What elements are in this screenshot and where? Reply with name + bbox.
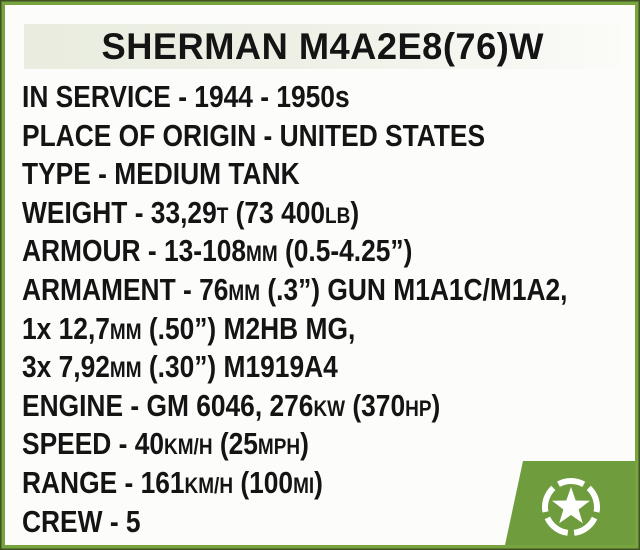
spec-line: ARMOUR - 13-108MM (0.5-4.25”)	[22, 232, 640, 271]
spec-text: (.3”) GUN M1A1C/M1A2,	[260, 271, 568, 307]
spec-unit: T	[216, 202, 229, 228]
spec-text: )	[431, 387, 441, 423]
spec-text: (.30”) M1919A4	[141, 349, 338, 385]
spec-text: IN SERVICE - 1944 - 1950s	[22, 79, 350, 114]
spec-line: ENGINE - GM 6046, 276KW (370HP)	[22, 387, 640, 426]
spec-text: WEIGHT - 33,29	[22, 194, 217, 230]
page-title: SHERMAN M4A2E8(76)W	[101, 25, 544, 67]
spec-line: WEIGHT - 33,29T (73 400LB)	[22, 194, 640, 233]
spec-text: (25	[212, 426, 258, 462]
spec-text: (73 400	[228, 194, 326, 230]
spec-text: SPEED - 40	[22, 426, 165, 462]
spec-text: TYPE - MEDIUM TANK	[22, 156, 300, 192]
spec-text: ARMAMENT - 76	[22, 271, 229, 307]
spec-unit: KW	[313, 395, 346, 421]
spec-line: SPEED - 40KM/H (25MPH)	[22, 425, 640, 464]
spec-line: PLACE OF ORIGIN - UNITED STATES	[22, 117, 640, 156]
spec-text: (.50”) M2HB MG,	[141, 310, 356, 346]
spec-line: ARMAMENT - 76MM (.3”) GUN M1A1C/M1A2,	[22, 271, 640, 310]
spec-text: CREW - 5	[22, 503, 141, 539]
allied-star-badge	[505, 461, 635, 545]
spec-text: (100	[233, 464, 294, 500]
spec-unit: MI	[293, 472, 315, 498]
spec-unit: MM	[228, 279, 261, 305]
spec-unit: KM/H	[164, 434, 213, 460]
spec-list: IN SERVICE - 1944 - 1950s PLACE OF ORIGIN…	[22, 78, 640, 541]
spec-unit: HP	[405, 395, 432, 421]
spec-text: PLACE OF ORIGIN - UNITED STATES	[22, 117, 486, 153]
spec-line: CREW - 5	[22, 503, 640, 542]
spec-text: )	[314, 464, 323, 500]
spec-text: ARMOUR - 13-108	[22, 233, 247, 269]
spec-line: 3x 7,92MM (.30”) M1919A4	[22, 348, 640, 387]
spec-text: ENGINE - GM 6046, 276	[22, 387, 314, 423]
spec-text: )	[350, 194, 360, 230]
spec-text: (370	[345, 387, 406, 423]
spec-line: TYPE - MEDIUM TANK	[22, 155, 640, 194]
title-band: SHERMAN M4A2E8(76)W	[24, 24, 621, 69]
spec-unit: KM/H	[184, 472, 234, 498]
spec-line: RANGE - 161KM/H (100MI)	[22, 464, 640, 503]
spec-unit: MM	[246, 241, 278, 267]
spec-text: RANGE - 161	[22, 464, 185, 500]
spec-line: 1x 12,7MM (.50”) M2HB MG,	[22, 310, 640, 349]
spec-text: 1x 12,7	[22, 310, 110, 346]
spec-text: (0.5-4.25”)	[277, 233, 413, 269]
spec-unit: MPH	[257, 434, 301, 460]
spec-text: 3x 7,92	[22, 349, 110, 385]
spec-sheet-content: SHERMAN M4A2E8(76)W IN SERVICE - 1944 - …	[5, 5, 635, 545]
spec-unit: MM	[109, 318, 142, 344]
spec-unit: MM	[109, 357, 142, 383]
spec-unit: LB	[325, 202, 351, 228]
spec-line: IN SERVICE - 1944 - 1950s	[22, 78, 640, 117]
spec-text: )	[300, 426, 309, 462]
